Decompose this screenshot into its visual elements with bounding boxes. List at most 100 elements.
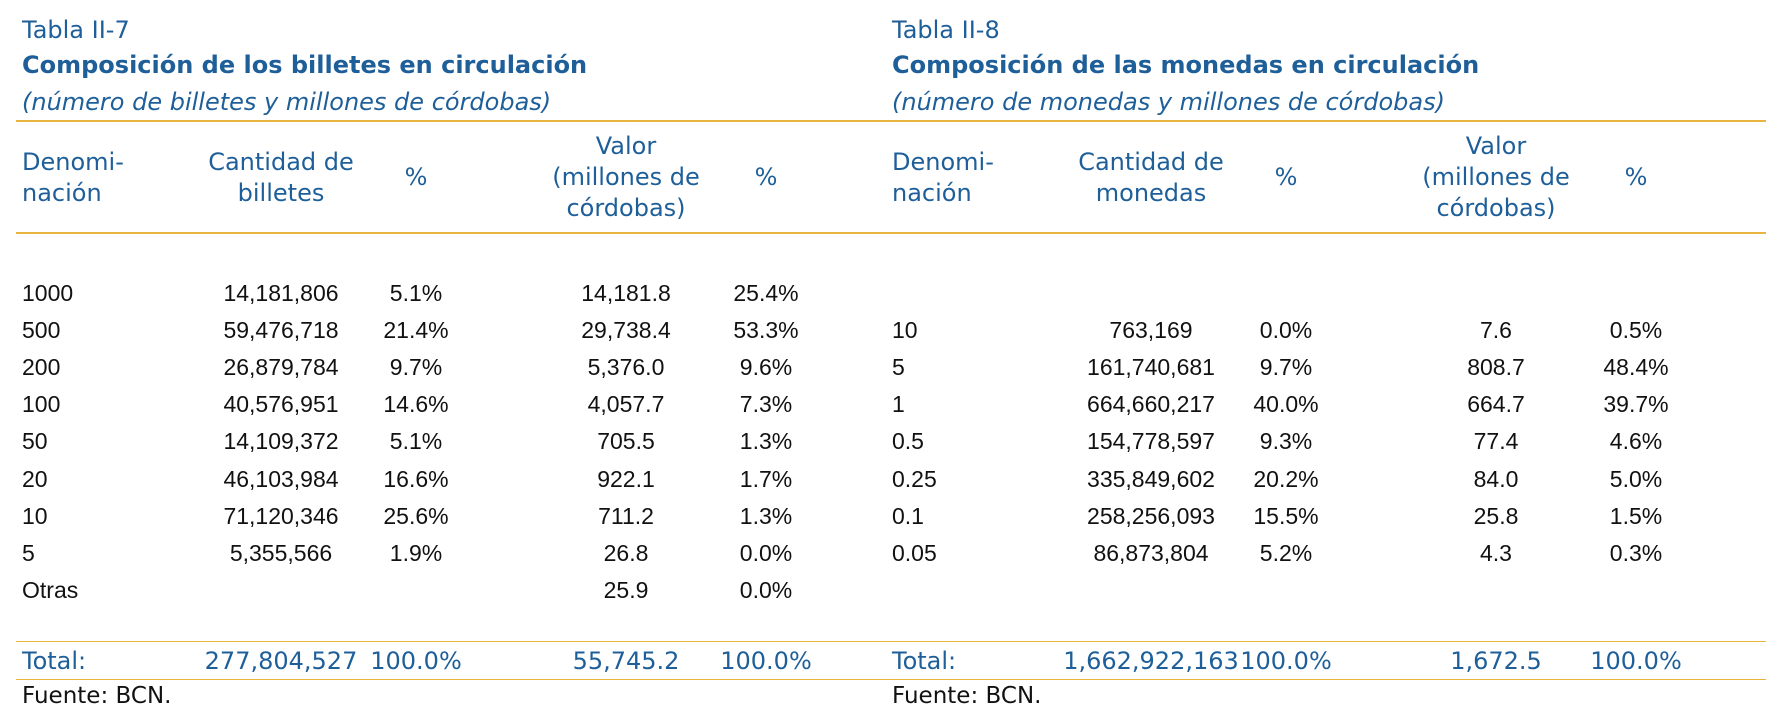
header-top-rule: [16, 120, 896, 122]
header-value: Valor (millones de córdobas): [552, 132, 700, 222]
cell-quantity: 14,181,806: [223, 280, 339, 306]
cell-denomination: 10: [22, 502, 48, 529]
total-label: Total:: [892, 647, 957, 675]
table-row: 500 59,476,718 21.4% 29,738.4 53.3%: [16, 312, 896, 349]
header-percent-value: %: [1624, 163, 1648, 191]
cell-quantity: 335,849,602: [1087, 465, 1215, 492]
cell-value: 84.0: [1473, 465, 1519, 492]
cell-percent-value: 0.0%: [739, 576, 793, 603]
cell-percent-quantity: 5.1%: [389, 428, 443, 455]
table-title: Composición de las monedas en circulació…: [892, 51, 1480, 79]
table-row: 10 71,120,346 25.6% 711.2 1.3%: [16, 498, 896, 535]
total-percent-quantity: 100.0%: [1240, 647, 1332, 675]
table-row: [886, 275, 1766, 312]
header-percent-quantity: %: [404, 163, 428, 191]
cell-percent-value: 25.4%: [733, 280, 799, 306]
table-subtitle: (número de billetes y millones de córdob…: [22, 88, 552, 116]
header-denomination: Denomi-nación: [892, 148, 994, 207]
cell-denomination: 20: [22, 465, 48, 492]
cell-percent-value: 4.6%: [1609, 428, 1663, 455]
table-row: 0.1 258,256,093 15.5% 25.8 1.5%: [886, 498, 1766, 535]
header-quantity: Cantidad de billetes: [208, 148, 354, 207]
total-quantity: 1,662,922,163: [1063, 647, 1239, 675]
total-value: 1,672.5: [1450, 647, 1542, 675]
table-row: Otras 25.9 0.0%: [16, 572, 896, 609]
table-row: 200 26,879,784 9.7% 5,376.0 9.6%: [16, 349, 896, 386]
header-percent-quantity: %: [1274, 163, 1298, 191]
cell-percent-quantity: 16.6%: [383, 465, 449, 492]
table-row: [886, 572, 1766, 609]
cell-percent-value: 0.5%: [1609, 317, 1663, 344]
cell-value: 705.5: [597, 428, 655, 455]
cell-denomination: 0.5: [892, 428, 924, 455]
cell-percent-quantity: 20.2%: [1253, 465, 1319, 492]
cell-percent-value: 53.3%: [733, 317, 799, 344]
cell-quantity: 71,120,346: [223, 502, 339, 529]
total-top-rule: [16, 641, 896, 642]
cell-percent-quantity: 1.9%: [389, 539, 443, 566]
total-percent-quantity: 100.0%: [370, 647, 462, 675]
total-label: Total:: [22, 647, 87, 675]
total-bottom-rule: [16, 679, 896, 680]
cell-quantity: 40,576,951: [223, 391, 339, 418]
cell-percent-value: 7.3%: [739, 391, 793, 418]
cell-percent-value: 5.0%: [1609, 465, 1663, 492]
cell-percent-quantity: 9.7%: [389, 354, 443, 381]
table-row: 20 46,103,984 16.6% 922.1 1.7%: [16, 461, 896, 498]
cell-percent-quantity: 40.0%: [1253, 391, 1319, 418]
cell-quantity: 14,109,372: [223, 428, 339, 455]
cell-denomination: 5: [22, 539, 35, 566]
cell-percent-quantity: 14.6%: [383, 391, 449, 418]
header-denomination: Denomi-nación: [22, 148, 124, 207]
table-row: 0.05 86,873,804 5.2% 4.3 0.3%: [886, 535, 1766, 572]
cell-quantity: 86,873,804: [1093, 539, 1209, 566]
banknotes-table: Tabla II-7 Composición de los billetes e…: [16, 0, 896, 717]
cell-quantity: 26,879,784: [223, 354, 339, 381]
table-row: 0.5 154,778,597 9.3% 77.4 4.6%: [886, 423, 1766, 460]
cell-value: 664.7: [1467, 391, 1525, 418]
table-row: 50 14,109,372 5.1% 705.5 1.3%: [16, 423, 896, 460]
cell-value: 77.4: [1473, 428, 1519, 455]
source-note: Fuente: BCN.: [22, 683, 172, 709]
cell-percent-value: 1.3%: [739, 502, 793, 529]
cell-denomination: 500: [22, 317, 61, 344]
cell-denomination: 1000: [22, 280, 74, 306]
cell-percent-value: 48.4%: [1603, 354, 1669, 381]
total-row: Total: 1,662,922,163 100.0% 1,672.5 100.…: [886, 643, 1766, 679]
header-percent-value: %: [754, 163, 778, 191]
cell-quantity: 46,103,984: [223, 465, 339, 492]
cell-value: 14,181.8: [581, 280, 671, 306]
total-quantity: 277,804,527: [204, 647, 358, 675]
table-row: 1000 14,181,806 5.1% 14,181.8 25.4%: [16, 275, 896, 312]
cell-denomination: 10: [892, 317, 918, 344]
cell-percent-value: 0.0%: [739, 539, 793, 566]
table-row: 5 5,355,566 1.9% 26.8 0.0%: [16, 535, 896, 572]
cell-value: 4.3: [1480, 539, 1512, 566]
cell-percent-value: 0.3%: [1609, 539, 1663, 566]
total-value: 55,745.2: [572, 647, 680, 675]
cell-denomination: 5: [892, 354, 905, 381]
cell-denomination: 1: [892, 391, 905, 418]
table-title: Composición de los billetes en circulaci…: [22, 51, 588, 79]
cell-value: 7.6: [1480, 317, 1512, 344]
cell-quantity: 258,256,093: [1087, 502, 1215, 529]
header-top-rule: [886, 120, 1766, 122]
table-label: Tabla II-8: [892, 16, 1000, 44]
cell-value: 26.8: [603, 539, 649, 566]
cell-value: 711.2: [598, 502, 654, 529]
cell-value: 25.8: [1473, 502, 1519, 529]
cell-value: 922.1: [597, 465, 655, 492]
table-row: 100 40,576,951 14.6% 4,057.7 7.3%: [16, 386, 896, 423]
cell-denomination: 0.05: [892, 539, 937, 566]
header-value: Valor (millones de córdobas): [1422, 132, 1570, 222]
cell-percent-quantity: 0.0%: [1259, 317, 1313, 344]
cell-percent-value: 39.7%: [1603, 391, 1669, 418]
cell-percent-value: 1.3%: [739, 428, 793, 455]
total-row: Total: 277,804,527 100.0% 55,745.2 100.0…: [16, 643, 896, 679]
header-quantity: Cantidad de monedas: [1078, 148, 1224, 207]
table-row: 5 161,740,681 9.7% 808.7 48.4%: [886, 349, 1766, 386]
cell-value: 808.7: [1467, 354, 1525, 381]
cell-denomination: 0.1: [892, 502, 924, 529]
cell-value: 29,738.4: [581, 317, 671, 344]
cell-quantity: 59,476,718: [223, 317, 339, 344]
